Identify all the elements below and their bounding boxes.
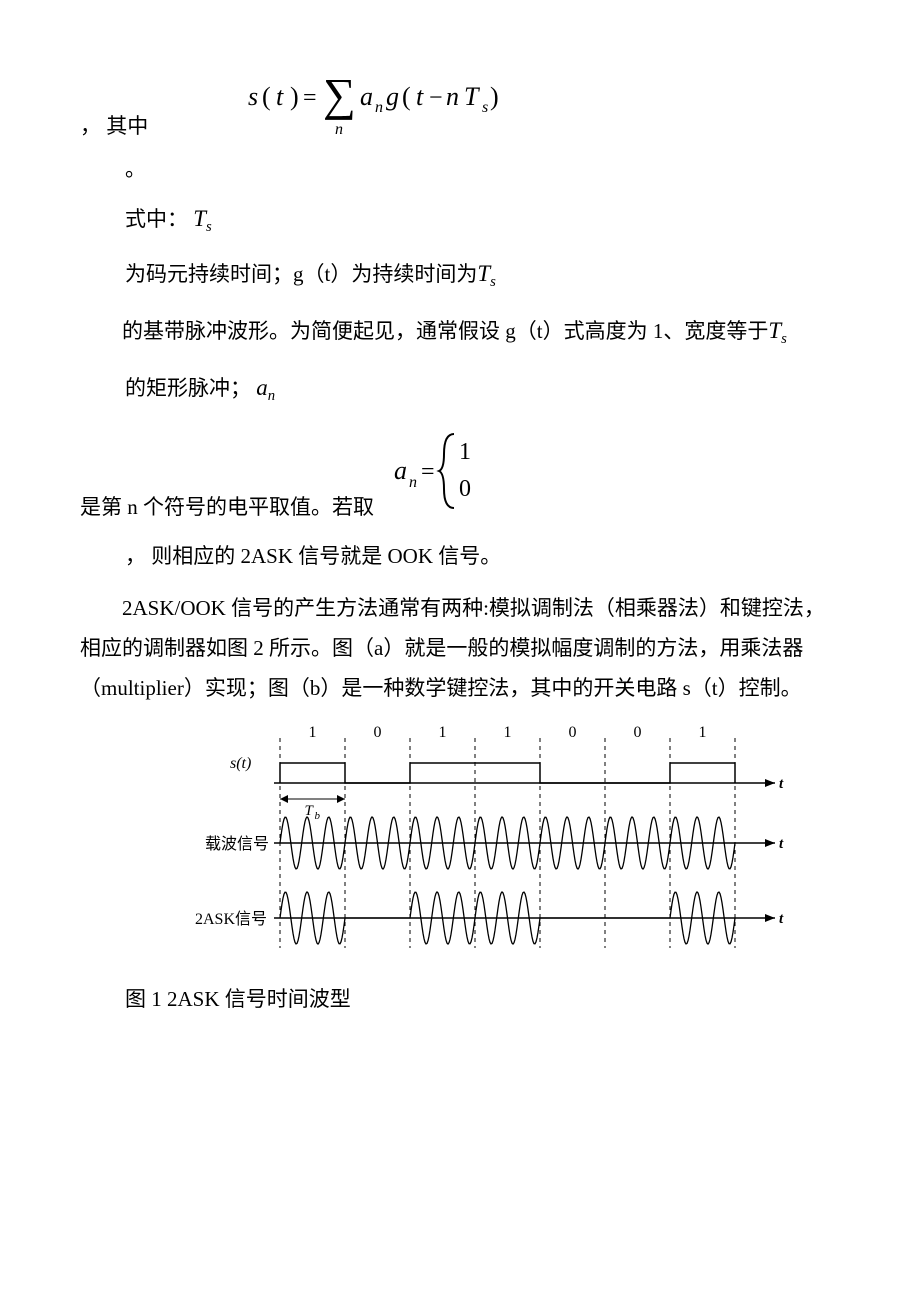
eq1-s: s bbox=[248, 82, 258, 111]
figure-1: 1 0 1 1 0 0 1 s(t) t Tb 载波信号 t 2ASK信号 t bbox=[150, 723, 840, 968]
svg-text:1: 1 bbox=[439, 724, 447, 741]
shizhong-prefix: 式中： bbox=[125, 207, 188, 231]
brace-eq: = bbox=[421, 459, 435, 485]
svg-text:1: 1 bbox=[309, 724, 317, 741]
symdur-T: T bbox=[477, 261, 490, 286]
svg-text:T: T bbox=[305, 803, 315, 819]
brace-n: n bbox=[409, 474, 417, 491]
line-rect: 的矩形脉冲； an bbox=[125, 368, 840, 409]
eq1-eq: = bbox=[303, 85, 317, 111]
eq1-paren3: ( bbox=[402, 82, 411, 111]
eq1-svg: s ( t ) = ∑ n a n g ( t − n T s ) bbox=[248, 60, 548, 140]
punct-1: 。 bbox=[125, 153, 840, 183]
eq1-sum-idx: n bbox=[335, 121, 343, 138]
svg-text:1: 1 bbox=[699, 724, 707, 741]
brace-prefix: 是第 n 个符号的电平取值。若取 bbox=[80, 490, 374, 526]
rect-sub: n bbox=[268, 389, 275, 405]
eq1-T: T bbox=[464, 82, 480, 111]
svg-text:载波信号: 载波信号 bbox=[205, 835, 269, 853]
svg-text:0: 0 bbox=[374, 724, 382, 741]
svg-text:0: 0 bbox=[569, 724, 577, 741]
svg-text:t: t bbox=[779, 911, 784, 927]
line-pulse: 的基带脉冲波形。为简便起见，通常假设 g（t）式高度为 1、宽度等于Ts bbox=[80, 309, 840, 354]
rect-a: a bbox=[256, 375, 268, 400]
rect-prefix: 的矩形脉冲； bbox=[125, 376, 251, 400]
eq1-n: n bbox=[446, 82, 459, 111]
brace-svg: a n = 1 0 bbox=[394, 424, 514, 514]
figure-1-caption: 图 1 2ASK 信号时间波型 bbox=[125, 982, 840, 1018]
eq1-prefix: ， 其中 bbox=[80, 109, 148, 145]
eq1-a: a bbox=[360, 82, 373, 111]
equation-1-row: ， 其中 s ( t ) = ∑ n a n g ( t − n T s ) bbox=[80, 60, 840, 145]
shizhong-sub: s bbox=[206, 219, 212, 235]
line-para: 2ASK/OOK 信号的产生方法通常有两种:模拟调制法（相乘器法）和键控法，相应… bbox=[80, 589, 840, 709]
brace-path bbox=[439, 434, 454, 508]
svg-text:0: 0 bbox=[634, 724, 642, 741]
pulse-sub: s bbox=[781, 332, 787, 348]
brace-v0: 0 bbox=[459, 476, 471, 502]
eq1-t1: t bbox=[276, 82, 284, 111]
line-ook: ， 则相应的 2ASK 信号就是 OOK 信号。 bbox=[125, 539, 840, 575]
svg-text:1: 1 bbox=[504, 724, 512, 741]
eq1-minus: − bbox=[429, 85, 443, 111]
shizhong-T: T bbox=[193, 206, 206, 231]
brace-a: a bbox=[394, 456, 407, 485]
eq1-a-sub: n bbox=[375, 99, 383, 116]
eq1-paren1: ( bbox=[262, 82, 271, 111]
pulse-T: T bbox=[768, 318, 781, 343]
pulse-text: 的基带脉冲波形。为简便起见，通常假设 g（t）式高度为 1、宽度等于 bbox=[122, 319, 768, 343]
figure-1-svg: 1 0 1 1 0 0 1 s(t) t Tb 载波信号 t 2ASK信号 t bbox=[150, 723, 790, 963]
line-symdur: 为码元持续时间；g（t）为持续时间为Ts bbox=[125, 254, 840, 295]
svg-text:t: t bbox=[779, 776, 784, 792]
brace-v1: 1 bbox=[459, 439, 471, 465]
eq1-formula: s ( t ) = ∑ n a n g ( t − n T s ) bbox=[248, 60, 548, 145]
brace-formula: a n = 1 0 bbox=[394, 424, 514, 526]
svg-text:t: t bbox=[779, 836, 784, 852]
line-shizhong: 式中： Ts bbox=[125, 199, 840, 240]
eq1-paren2: ) bbox=[290, 82, 299, 111]
eq1-paren4: ) bbox=[490, 82, 499, 111]
eq1-t2: t bbox=[416, 82, 424, 111]
symdur-sub: s bbox=[490, 274, 496, 290]
line-brace: 是第 n 个符号的电平取值。若取 a n = 1 0 bbox=[80, 424, 840, 526]
eq1-sum: ∑ bbox=[323, 69, 356, 120]
svg-text:s(t): s(t) bbox=[230, 755, 251, 772]
eq1-T-sub: s bbox=[482, 99, 488, 116]
symdur-prefix: 为码元持续时间；g（t）为持续时间为 bbox=[125, 262, 477, 286]
svg-text:b: b bbox=[315, 810, 321, 822]
eq1-g: g bbox=[386, 82, 399, 111]
svg-text:2ASK信号: 2ASK信号 bbox=[195, 910, 267, 928]
